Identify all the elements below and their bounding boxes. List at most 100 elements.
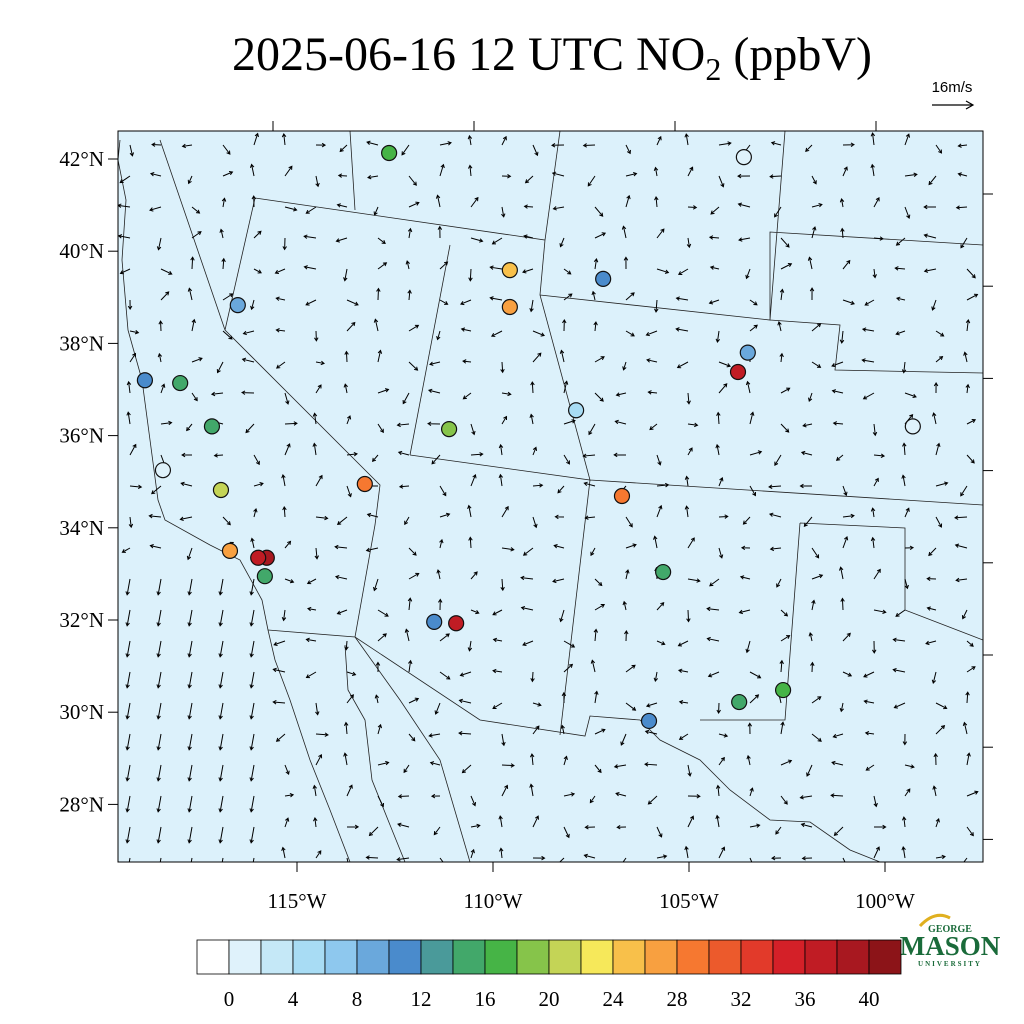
wind-arrow (241, 357, 255, 363)
wind-arrow (467, 164, 473, 177)
wind-arrow (374, 694, 380, 704)
colorbar-box (804, 939, 838, 975)
wind-arrow (218, 764, 224, 782)
wind-arrow (126, 411, 131, 425)
wind-arrow (408, 324, 420, 332)
wind-arrow (436, 330, 441, 341)
wind-arrow (587, 175, 596, 187)
colorbar-label: 40 (859, 987, 880, 1011)
wind-arrow (315, 142, 327, 148)
wind-arrow (928, 547, 937, 557)
station (172, 374, 189, 392)
wind-arrow (129, 352, 137, 363)
colorbar-box (388, 939, 422, 975)
wind-arrow (799, 483, 813, 489)
wind-arrow (770, 141, 782, 146)
wind-arrow (749, 485, 757, 497)
wind-arrow (718, 733, 729, 738)
wind-arrow (180, 481, 193, 487)
wind-arrow (306, 578, 317, 585)
wind-arrow (408, 361, 419, 371)
wind-arrow (552, 206, 565, 211)
wind-arrow (336, 609, 348, 615)
wind-arrow (118, 234, 131, 239)
wind-arrow (594, 764, 602, 774)
wind-arrow (404, 516, 410, 526)
wind-arrow (492, 702, 503, 709)
wind-arrow (275, 296, 286, 301)
wind-arrow (337, 173, 348, 178)
wind-arrow (249, 578, 255, 596)
wind-arrow (377, 795, 385, 808)
lon-label: 115°W (268, 889, 327, 913)
wind-arrow (811, 696, 822, 704)
wind-arrow (344, 640, 349, 651)
wind-arrow (923, 233, 937, 239)
wind-arrow (312, 784, 317, 797)
logo: GEORGE MASON UNIVERSITY (900, 913, 1001, 968)
station (613, 487, 631, 505)
wind-arrow (647, 795, 658, 805)
wind-arrow (960, 485, 968, 497)
wind-arrow (470, 423, 476, 436)
wind-arrow (498, 443, 504, 456)
wind-arrow (221, 857, 224, 862)
wind-arrow (377, 237, 386, 245)
wind-arrow (470, 795, 477, 807)
wind-arrow (553, 544, 565, 549)
wind-arrow (128, 516, 134, 529)
wind-arrow (149, 206, 162, 212)
wind-arrow (904, 392, 917, 399)
wind-arrow (373, 578, 379, 592)
wind-arrow (222, 516, 231, 526)
wind-arrow (654, 299, 659, 313)
wind-arrow (749, 787, 754, 797)
station (154, 462, 172, 479)
wind-arrow (774, 454, 782, 466)
wind-arrow (315, 753, 323, 766)
wind-arrow (864, 731, 875, 736)
wind-arrow (305, 206, 317, 214)
wind-arrow (861, 358, 875, 363)
wind-arrow (686, 609, 691, 623)
wind-arrow (156, 671, 162, 689)
wind-arrow (935, 818, 940, 828)
wind-arrow (706, 606, 720, 612)
wind-arrow (252, 857, 255, 862)
wind-arrow (187, 609, 193, 627)
wind-arrow (501, 547, 515, 552)
wind-arrow (529, 753, 535, 766)
wind-arrow (935, 481, 949, 487)
wind-arrow (861, 327, 875, 332)
wind-arrow (892, 637, 906, 643)
wind-arrow (780, 263, 793, 270)
colorbar-box (260, 939, 294, 975)
wind-arrow (284, 540, 292, 549)
wind-arrow (808, 392, 813, 402)
wind-arrow (954, 543, 968, 549)
wind-arrow (904, 206, 911, 219)
wind-arrow (613, 452, 627, 458)
wind-arrow (222, 330, 233, 340)
wind-arrow (716, 411, 721, 425)
wind-arrow (501, 174, 512, 179)
wind-arrow (218, 795, 224, 813)
wind-arrow (346, 671, 357, 676)
wind-arrow (530, 381, 535, 394)
wind-arrow (346, 857, 349, 862)
wind-arrow (253, 230, 262, 239)
wind-arrow (775, 826, 782, 835)
wind-arrow (460, 327, 472, 332)
wind-arrow (346, 321, 356, 332)
wind-arrow (156, 733, 162, 751)
wind-arrow (346, 451, 358, 457)
wind-arrow (902, 442, 907, 456)
wind-arrow (615, 791, 627, 797)
wind-arrow (873, 453, 886, 458)
wind-arrow (315, 384, 322, 394)
wind-arrow (408, 547, 417, 556)
station (568, 402, 585, 419)
wind-arrow (842, 299, 855, 305)
station (203, 418, 221, 435)
wind-arrow (809, 287, 815, 301)
